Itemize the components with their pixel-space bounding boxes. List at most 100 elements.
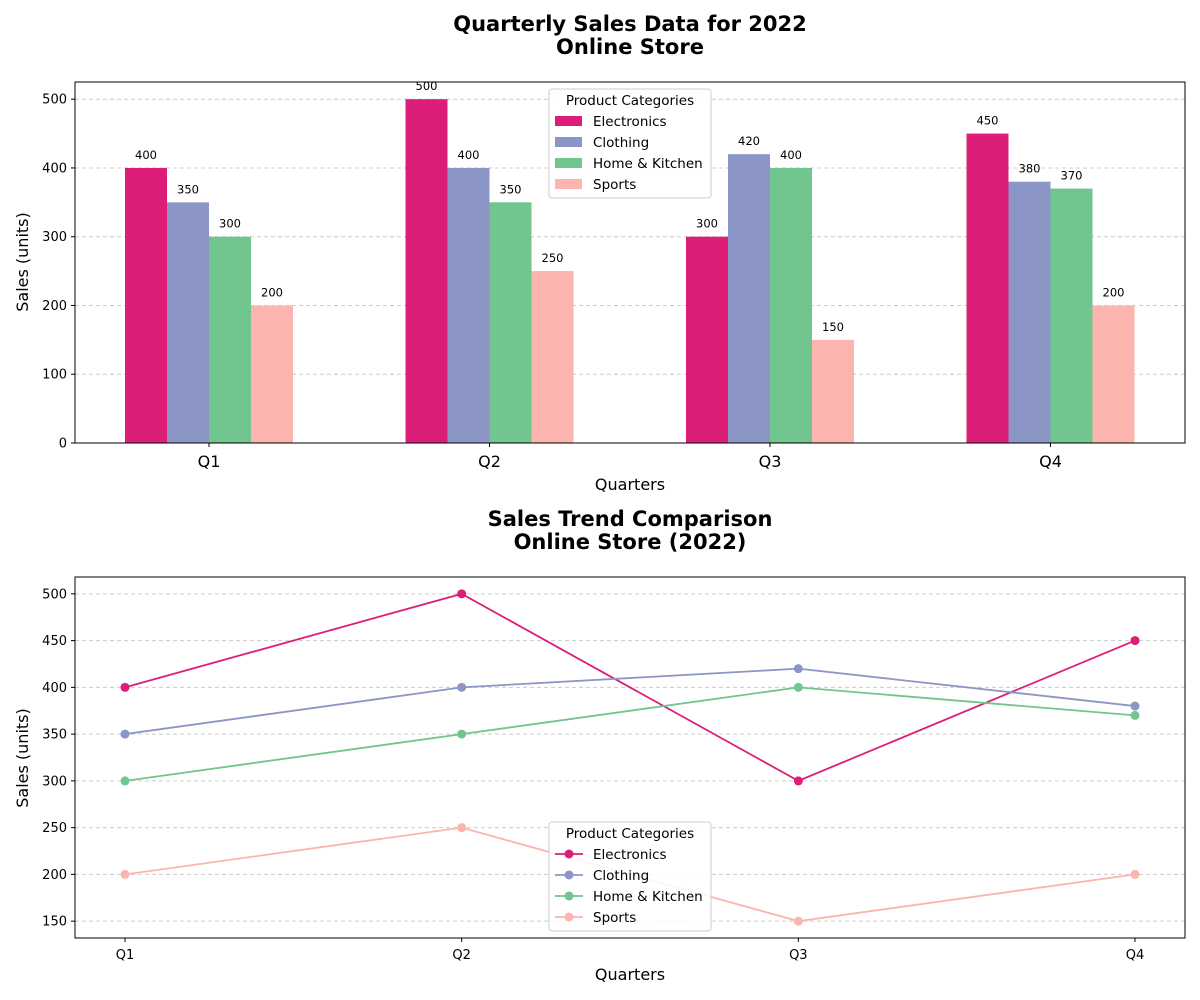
- point-electronics-q4: [1130, 636, 1140, 646]
- bar-data-label: 300: [219, 217, 241, 231]
- line-home-and-kitchen: [124, 686, 1136, 782]
- bar-sports-q1: [251, 305, 293, 443]
- bar-data-label: 400: [780, 148, 802, 162]
- bar-chart-bars: [125, 99, 1135, 444]
- bar-electronics-q3: [686, 236, 728, 443]
- line-chart-y-tick-label: 400: [42, 681, 67, 696]
- line-chart-legend-title: Product Categories: [566, 826, 694, 842]
- line-chart-plot-frame: [74, 576, 1186, 939]
- line-chart-subtitle: Online Store (2022): [514, 530, 747, 554]
- bar-data-label: 500: [416, 79, 438, 93]
- point-electronics-q3: [793, 776, 803, 786]
- bar-sports-q2: [531, 271, 574, 443]
- bar-data-label: 400: [135, 148, 157, 162]
- line-chart-y-tick-label: 350: [42, 728, 67, 743]
- point-clothing-q1: [120, 729, 130, 739]
- bar-clothing-q4: [1008, 181, 1051, 443]
- bar-clothing-q2: [447, 167, 490, 443]
- bar-chart-legend-swatch-electronics: [555, 116, 582, 126]
- bar-clothing-q1: [167, 202, 209, 443]
- line-clothing: [124, 667, 1136, 736]
- bar-chart-y-tick-label: 400: [42, 161, 67, 176]
- line-chart-y-tick-label: 300: [42, 774, 67, 789]
- point-sports-q1: [120, 869, 130, 879]
- bar-chart-data-labels: 400 500 300 450 350 400 420 380 300 350 400 370 200 2…: [135, 79, 1124, 334]
- bar-data-label: 370: [1061, 169, 1083, 183]
- bar-chart-legend-swatch-clothing: [555, 137, 582, 147]
- line-electronics: [124, 592, 1136, 782]
- line-chart-legend: Product Categories Electronics Clothing Ho…: [548, 821, 712, 932]
- bar-data-label: 400: [458, 148, 480, 162]
- point-sports-q4: [1130, 869, 1140, 879]
- point-sports-q2: [457, 823, 467, 833]
- line-chart-x-tick-label: Q3: [789, 948, 808, 963]
- bar-chart-y-tick-label: 100: [42, 368, 67, 383]
- point-home-and-kitchen-q1: [120, 776, 130, 786]
- bar-data-label: 200: [261, 285, 283, 299]
- bar-electronics-q1: [125, 167, 167, 443]
- bar-chart-y-ticks: 0 100 200 300 400 500: [42, 93, 75, 452]
- line-chart-x-ticks: Q1 Q2 Q3 Q4: [116, 938, 1144, 963]
- bar-chart-legend-box: [548, 88, 712, 199]
- bar-sports-q3: [812, 339, 854, 443]
- bar-data-label: 450: [977, 114, 999, 128]
- bar-data-label: 350: [177, 182, 199, 196]
- line-chart-legend-label-clothing: Clothing: [593, 868, 649, 884]
- bar-chart-plot-frame: [74, 81, 1186, 444]
- point-clothing-q2: [457, 682, 467, 692]
- bar-data-label: 250: [542, 251, 564, 265]
- point-electronics-q2: [457, 589, 467, 599]
- bar-chart-x-tick-label: Q4: [1039, 452, 1062, 471]
- line-chart-y-tick-label: 200: [42, 868, 67, 883]
- line-chart-x-tick-label: Q1: [116, 948, 135, 963]
- bar-chart-legend-label-clothing: Clothing: [593, 135, 649, 151]
- point-home-and-kitchen-q2: [457, 729, 467, 739]
- line-chart-y-ticks: 150 200 250 300 350 400 450 500: [42, 587, 75, 930]
- line-chart-title: Sales Trend Comparison: [488, 507, 773, 531]
- bar-chart-y-tick-label: 300: [42, 230, 67, 245]
- line-chart-legend-label-sports: Sports: [593, 910, 636, 926]
- bar-home-and-kitchen-q4: [1050, 188, 1093, 443]
- bar-electronics-q2: [405, 99, 448, 443]
- bar-chart-y-tick-label: 500: [42, 93, 67, 108]
- bar-data-label: 300: [696, 217, 718, 231]
- bar-data-label: 420: [738, 134, 760, 148]
- bar-chart-legend-swatch-home-and-kitchen: [555, 158, 582, 168]
- line-chart-legend-label-electronics: Electronics: [593, 847, 667, 863]
- bar-chart-legend-title: Product Categories: [566, 93, 694, 109]
- bar-chart-legend-label-sports: Sports: [593, 177, 636, 193]
- bar-chart-y-axis-label: Sales (units): [13, 212, 32, 312]
- line-chart-legend-marker-sports: [564, 912, 574, 922]
- point-clothing-q3: [793, 664, 803, 674]
- bar-home-and-kitchen-q1: [209, 236, 251, 443]
- bar-electronics-q4: [966, 133, 1009, 444]
- point-electronics-q1: [120, 682, 130, 692]
- point-clothing-q4: [1130, 701, 1140, 711]
- bar-chart-legend-swatch-sports: [555, 179, 582, 189]
- line-chart-y-tick-label: 150: [42, 915, 67, 930]
- bar-data-label: 380: [1019, 162, 1041, 176]
- bar-chart-y-tick-label: 200: [42, 299, 67, 314]
- bar-chart-x-ticks: Q1 Q2 Q3 Q4: [198, 443, 1062, 471]
- line-chart-legend-box: [548, 821, 712, 932]
- bar-data-label: 150: [822, 320, 844, 334]
- bar-chart-title: Quarterly Sales Data for 2022: [453, 12, 807, 36]
- line-chart-y-tick-label: 500: [42, 587, 67, 602]
- bar-chart-x-axis-label: Quarters: [595, 475, 665, 494]
- point-sports-q3: [793, 916, 803, 926]
- bar-chart-legend-label-electronics: Electronics: [593, 114, 667, 130]
- bar-chart: Quarterly Sales Data for 2022 Online Sto…: [13, 12, 1186, 494]
- bar-home-and-kitchen-q3: [770, 167, 812, 443]
- line-chart-y-tick-label: 450: [42, 634, 67, 649]
- bar-chart-x-tick-label: Q3: [759, 452, 782, 471]
- bar-chart-x-tick-label: Q1: [198, 452, 221, 471]
- line-chart-x-axis-label: Quarters: [595, 965, 665, 984]
- bar-data-label: 350: [500, 182, 522, 196]
- bar-chart-x-tick-label: Q2: [478, 452, 501, 471]
- line-chart-legend-label-home-and-kitchen: Home & Kitchen: [593, 889, 703, 905]
- line-chart-y-tick-label: 250: [42, 821, 67, 836]
- line-chart-legend-marker-clothing: [564, 870, 574, 880]
- bar-chart-subtitle: Online Store: [556, 35, 704, 59]
- line-chart-y-axis-label: Sales (units): [13, 708, 32, 808]
